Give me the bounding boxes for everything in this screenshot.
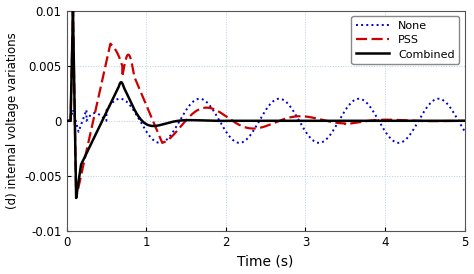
PSS: [462, 119, 467, 122]
PSS: [441, 119, 447, 123]
PSS: [142, 100, 147, 103]
None: [64, 119, 70, 122]
PSS: [258, 126, 264, 129]
Combined: [73, 196, 79, 199]
None: [65, 119, 71, 122]
Combined: [65, 119, 71, 122]
PSS: [64, 119, 70, 122]
None: [88, 114, 93, 117]
Line: None: None: [67, 99, 465, 143]
Combined: [462, 119, 467, 122]
Combined: [80, 159, 86, 162]
Combined: [142, 121, 147, 125]
Combined: [64, 119, 70, 122]
None: [441, 99, 447, 102]
Combined: [258, 119, 264, 122]
PSS: [88, 131, 93, 135]
PSS: [70, 9, 76, 12]
Line: Combined: Combined: [67, 11, 465, 198]
PSS: [73, 196, 79, 199]
PSS: [80, 164, 86, 167]
None: [396, 141, 401, 144]
None: [436, 97, 441, 100]
None: [80, 118, 86, 121]
X-axis label: Time (s): Time (s): [237, 255, 294, 269]
Legend: None, PSS, Combined: None, PSS, Combined: [351, 16, 459, 64]
Line: PSS: PSS: [67, 11, 465, 198]
Combined: [70, 9, 76, 12]
None: [462, 130, 467, 133]
Combined: [88, 144, 93, 147]
None: [258, 116, 264, 119]
None: [142, 127, 147, 130]
PSS: [65, 119, 71, 122]
Combined: [441, 119, 447, 122]
Y-axis label: (d) internal voltage variations: (d) internal voltage variations: [6, 32, 18, 209]
